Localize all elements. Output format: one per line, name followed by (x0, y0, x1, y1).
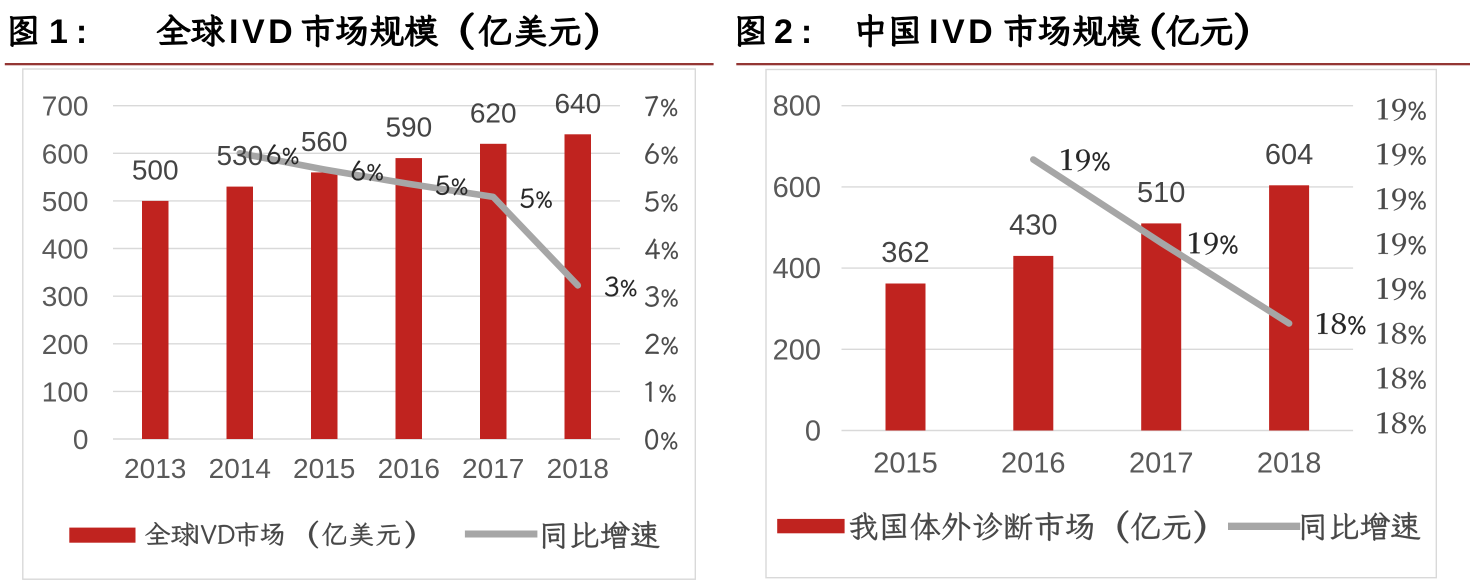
svg-text:2018: 2018 (1257, 448, 1322, 480)
svg-text:2018: 2018 (547, 453, 609, 484)
svg-text:604: 604 (1265, 139, 1313, 171)
svg-text:620: 620 (470, 97, 517, 128)
svg-text:530: 530 (216, 140, 263, 171)
svg-text:400: 400 (42, 234, 89, 265)
svg-text:600: 600 (773, 172, 821, 204)
svg-text:200: 200 (773, 334, 821, 366)
svg-text:2017: 2017 (462, 453, 524, 484)
svg-text:IVD: IVD (929, 13, 996, 51)
svg-text:500: 500 (132, 154, 179, 185)
svg-text:510: 510 (1137, 177, 1185, 209)
svg-text:100: 100 (42, 376, 89, 407)
svg-text:IVD: IVD (229, 13, 296, 51)
svg-text:600: 600 (42, 138, 89, 169)
svg-text:640: 640 (554, 88, 601, 119)
svg-text:560: 560 (301, 126, 348, 157)
svg-text:0: 0 (73, 424, 89, 455)
svg-text:2013: 2013 (124, 453, 186, 484)
svg-text:2:: 2: (774, 13, 820, 51)
svg-text:2015: 2015 (873, 448, 938, 480)
svg-text:590: 590 (385, 112, 432, 143)
svg-text:0: 0 (805, 416, 821, 448)
svg-text:2016: 2016 (1001, 448, 1066, 480)
svg-text:362: 362 (881, 237, 929, 269)
svg-text:2015: 2015 (293, 453, 355, 484)
svg-text:430: 430 (1009, 209, 1057, 241)
svg-text:2014: 2014 (209, 453, 271, 484)
svg-text:700: 700 (42, 91, 89, 122)
svg-text:500: 500 (42, 186, 89, 217)
svg-text:2017: 2017 (1129, 448, 1194, 480)
svg-text:400: 400 (773, 253, 821, 285)
svg-text:300: 300 (42, 281, 89, 312)
svg-text:2016: 2016 (378, 453, 440, 484)
svg-text:200: 200 (42, 329, 89, 360)
svg-text:1:: 1: (49, 13, 95, 51)
svg-text:800: 800 (773, 91, 821, 123)
